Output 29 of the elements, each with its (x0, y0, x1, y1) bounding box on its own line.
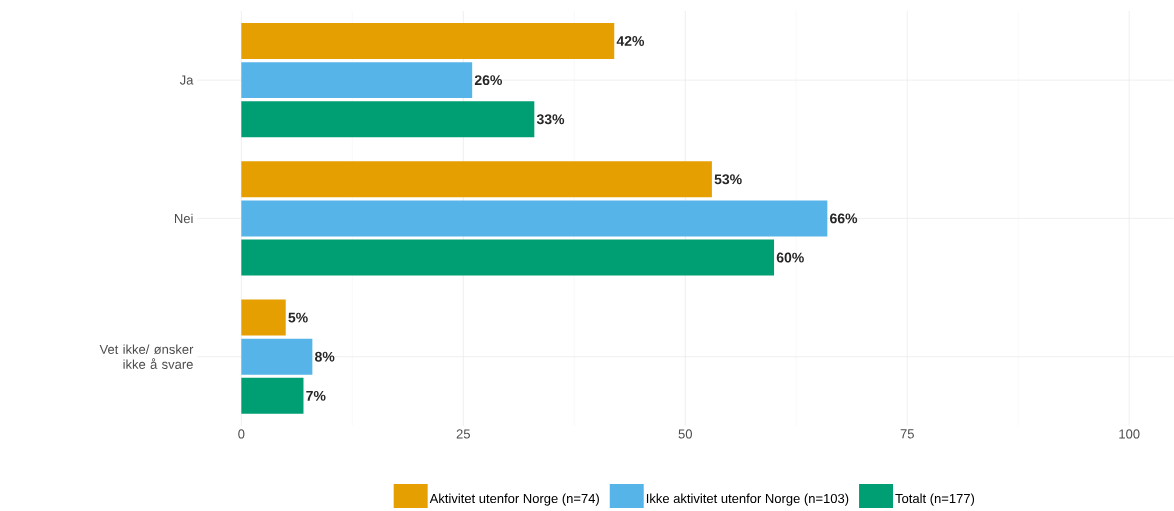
data-label: 5% (288, 312, 308, 323)
data-label: 26% (474, 75, 503, 86)
x-tick-label: 25 (456, 429, 470, 439)
data-label: 8% (315, 351, 335, 362)
bar (241, 62, 473, 99)
legend-label: Totalt (n=177) (895, 493, 975, 506)
bar (241, 338, 313, 375)
y-tick-label: Vet ikke/ ønsker ikke å svare (99, 344, 194, 370)
x-tick-label: 0 (238, 429, 245, 439)
bar (241, 161, 712, 198)
bar (241, 239, 775, 276)
data-label: 7% (306, 391, 326, 401)
legend-label: Aktivitet utenfor Norge (n=74) (429, 493, 599, 506)
data-label: 60% (776, 252, 804, 263)
bar (241, 23, 615, 60)
x-tick-label: 75 (900, 429, 914, 439)
y-tick-label: Nei (174, 213, 193, 224)
bar (241, 299, 286, 336)
legend-label: Ikke aktivitet utenfor Norge (n=103) (646, 493, 849, 506)
bar (241, 101, 535, 138)
data-label: 66% (830, 213, 858, 224)
x-tick-label: 50 (678, 429, 692, 439)
bar (241, 200, 828, 237)
y-tick-label: Ja (179, 75, 194, 85)
data-label: 33% (536, 114, 565, 125)
x-tick-label: 100 (1119, 429, 1140, 439)
data-label: 53% (714, 174, 742, 185)
data-label: 42% (616, 36, 645, 47)
bar (241, 377, 304, 414)
